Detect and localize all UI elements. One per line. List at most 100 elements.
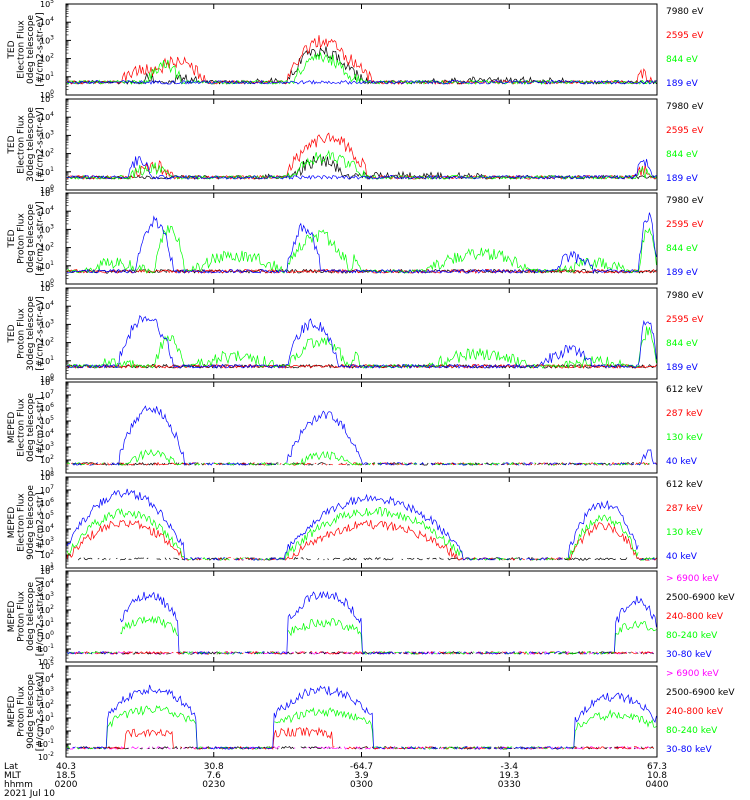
panel-ylabel-line: Electron Flux bbox=[17, 398, 27, 457]
ytick-label: 103 bbox=[40, 686, 54, 697]
xaxis-tick-lat: 40.3 bbox=[56, 762, 76, 772]
trace-844-ev bbox=[66, 225, 657, 274]
ytick-label: 107 bbox=[40, 389, 54, 400]
xaxis-tick-mlt: 3.9 bbox=[354, 771, 369, 781]
ytick-label: 10-1 bbox=[38, 643, 54, 654]
xaxis-tick-hhmm: 0400 bbox=[646, 780, 669, 790]
panel-ylabel-line: 0deg telescope bbox=[26, 393, 36, 463]
legend-entry: 189 eV bbox=[666, 268, 699, 278]
ytick-label: 105 bbox=[40, 93, 54, 104]
xaxis-row-label: Lat bbox=[4, 762, 19, 772]
legend-entry: 2595 eV bbox=[666, 220, 704, 230]
traces bbox=[67, 590, 656, 654]
panel-ylabel-line: MEPED bbox=[7, 601, 17, 633]
xaxis-tick-lat: -3.4 bbox=[500, 762, 518, 772]
legend-entry: 844 eV bbox=[666, 150, 699, 160]
traces bbox=[66, 684, 657, 750]
xaxis-tick-lat: 67.3 bbox=[647, 762, 667, 772]
panel-ylabel-line: [#/cm2-s-str-eV] bbox=[36, 201, 46, 276]
ytick-label: 108 bbox=[40, 376, 54, 387]
panel-frame bbox=[65, 381, 658, 474]
trace-2595-ev bbox=[66, 268, 657, 274]
trace-287-kev bbox=[66, 519, 657, 561]
ytick-label: 104 bbox=[40, 523, 54, 534]
legend-entry: 80-240 keV bbox=[666, 726, 718, 736]
xaxis-tick-lat: -64.7 bbox=[350, 762, 373, 772]
trace-40-kev bbox=[72, 405, 657, 466]
panel-ylabel-line: Proton Flux bbox=[17, 686, 27, 737]
ytick-label: 103 bbox=[40, 129, 54, 140]
trace-7980-ev bbox=[66, 46, 657, 85]
panel-3: TEDProton Flux30deg telescope[#/cm2-s-st… bbox=[7, 282, 704, 384]
panel-ylabel-line: [#/cm2-s-str-eV] bbox=[36, 12, 46, 87]
panel-ylabel-line: 90deg telescope bbox=[26, 674, 36, 749]
panel-1: TEDElectron Flux30deg telescope[#/cm2-s-… bbox=[7, 93, 704, 195]
ytick-label: 105 bbox=[40, 415, 54, 426]
ytick-label: 104 bbox=[40, 428, 54, 439]
panel-ylabel: MEPEDElectron Flux0deg telescope[#/cm2-s… bbox=[7, 393, 46, 463]
ytick-label: 108 bbox=[40, 471, 54, 482]
ytick-label: 102 bbox=[40, 699, 54, 710]
legend-entry: 7980 eV bbox=[666, 291, 704, 301]
trace-240-800-kev bbox=[67, 728, 656, 750]
ytick-label: 100 bbox=[40, 278, 54, 289]
legend-entry: 844 eV bbox=[666, 244, 699, 254]
ytick-label: 103 bbox=[40, 34, 54, 45]
xaxis-tick-mlt: 7.6 bbox=[207, 771, 222, 781]
ytick-label: 101 bbox=[40, 467, 54, 478]
ytick-label: 104 bbox=[40, 578, 54, 589]
panel-ylabel-line: TED bbox=[7, 324, 17, 343]
panel-ylabel-line: TED bbox=[7, 135, 17, 154]
legend-entry: 612 keV bbox=[666, 480, 703, 490]
traces bbox=[67, 405, 657, 466]
ytick-label: 104 bbox=[40, 16, 54, 27]
panel-frame bbox=[65, 570, 658, 663]
legend-entry: 80-240 keV bbox=[666, 631, 718, 641]
trace-189-ev bbox=[66, 314, 657, 369]
trace-189-ev bbox=[66, 156, 657, 180]
trace-80-240-kev bbox=[66, 705, 657, 750]
xaxis-row-label: MLT bbox=[4, 771, 22, 781]
legend-entry: 844 eV bbox=[666, 339, 699, 349]
legend-entry: > 6900 keV bbox=[666, 669, 720, 679]
legend-entry: 287 keV bbox=[666, 504, 703, 514]
ytick-label: 101 bbox=[40, 71, 54, 82]
panel-ylabel: TEDElectron Flux30deg telescope[#/cm2-s-… bbox=[7, 107, 46, 182]
trace-844-ev bbox=[67, 326, 657, 369]
trace-844-ev bbox=[66, 52, 657, 85]
legend-entry: 2595 eV bbox=[666, 315, 704, 325]
panel-ylabel-line: 0deg telescope bbox=[26, 204, 36, 274]
ytick-label: 105 bbox=[40, 282, 54, 293]
panel-ylabel-line: 0deg telescope bbox=[26, 582, 36, 652]
panel-ylabel-line: Proton Flux bbox=[17, 213, 27, 264]
ytick-label: 103 bbox=[40, 536, 54, 547]
ytick-label: 105 bbox=[40, 565, 54, 576]
panel-ylabel: TEDElectron Flux0deg telescope[#/cm2-s-s… bbox=[7, 12, 46, 87]
trace-40-kev bbox=[66, 488, 656, 561]
ytick-label: 105 bbox=[40, 0, 54, 9]
legend-entry: 30-80 keV bbox=[666, 745, 712, 755]
ytick-label: 102 bbox=[40, 53, 54, 64]
ytick-label: 102 bbox=[40, 549, 54, 560]
trace-2595-ev bbox=[66, 132, 657, 180]
ytick-label: 101 bbox=[40, 712, 54, 723]
panel-ylabel-line: 30deg telescope bbox=[26, 107, 36, 182]
panel-6: MEPEDProton Flux0deg telescope[#/cm2-s-s… bbox=[7, 565, 735, 667]
panel-ylabel: TEDProton Flux30deg telescope[#/cm2-s-st… bbox=[7, 296, 46, 371]
xaxis-tick-hhmm: 0230 bbox=[202, 780, 225, 790]
xaxis-tick-lat: 30.8 bbox=[204, 762, 224, 772]
ytick-label: 103 bbox=[40, 318, 54, 329]
panel-ylabel-line: TED bbox=[7, 40, 17, 59]
legend-entry: 189 eV bbox=[666, 363, 699, 373]
legend-entry: 612 keV bbox=[666, 385, 703, 395]
panel-ylabel-line: [#/cm2-s-str] bbox=[36, 492, 46, 552]
traces bbox=[66, 314, 657, 370]
ytick-label: 10-2 bbox=[38, 656, 54, 667]
panel-2: TEDProton Flux0deg telescope[#/cm2-s-str… bbox=[7, 187, 704, 289]
traces bbox=[66, 488, 657, 561]
legend-entry: 130 keV bbox=[666, 433, 703, 443]
legend-entry: > 6900 keV bbox=[666, 574, 720, 584]
panel-frame bbox=[65, 476, 658, 569]
ytick-label: 100 bbox=[40, 184, 54, 195]
panel-ylabel-line: 90deg telescope bbox=[26, 485, 36, 560]
